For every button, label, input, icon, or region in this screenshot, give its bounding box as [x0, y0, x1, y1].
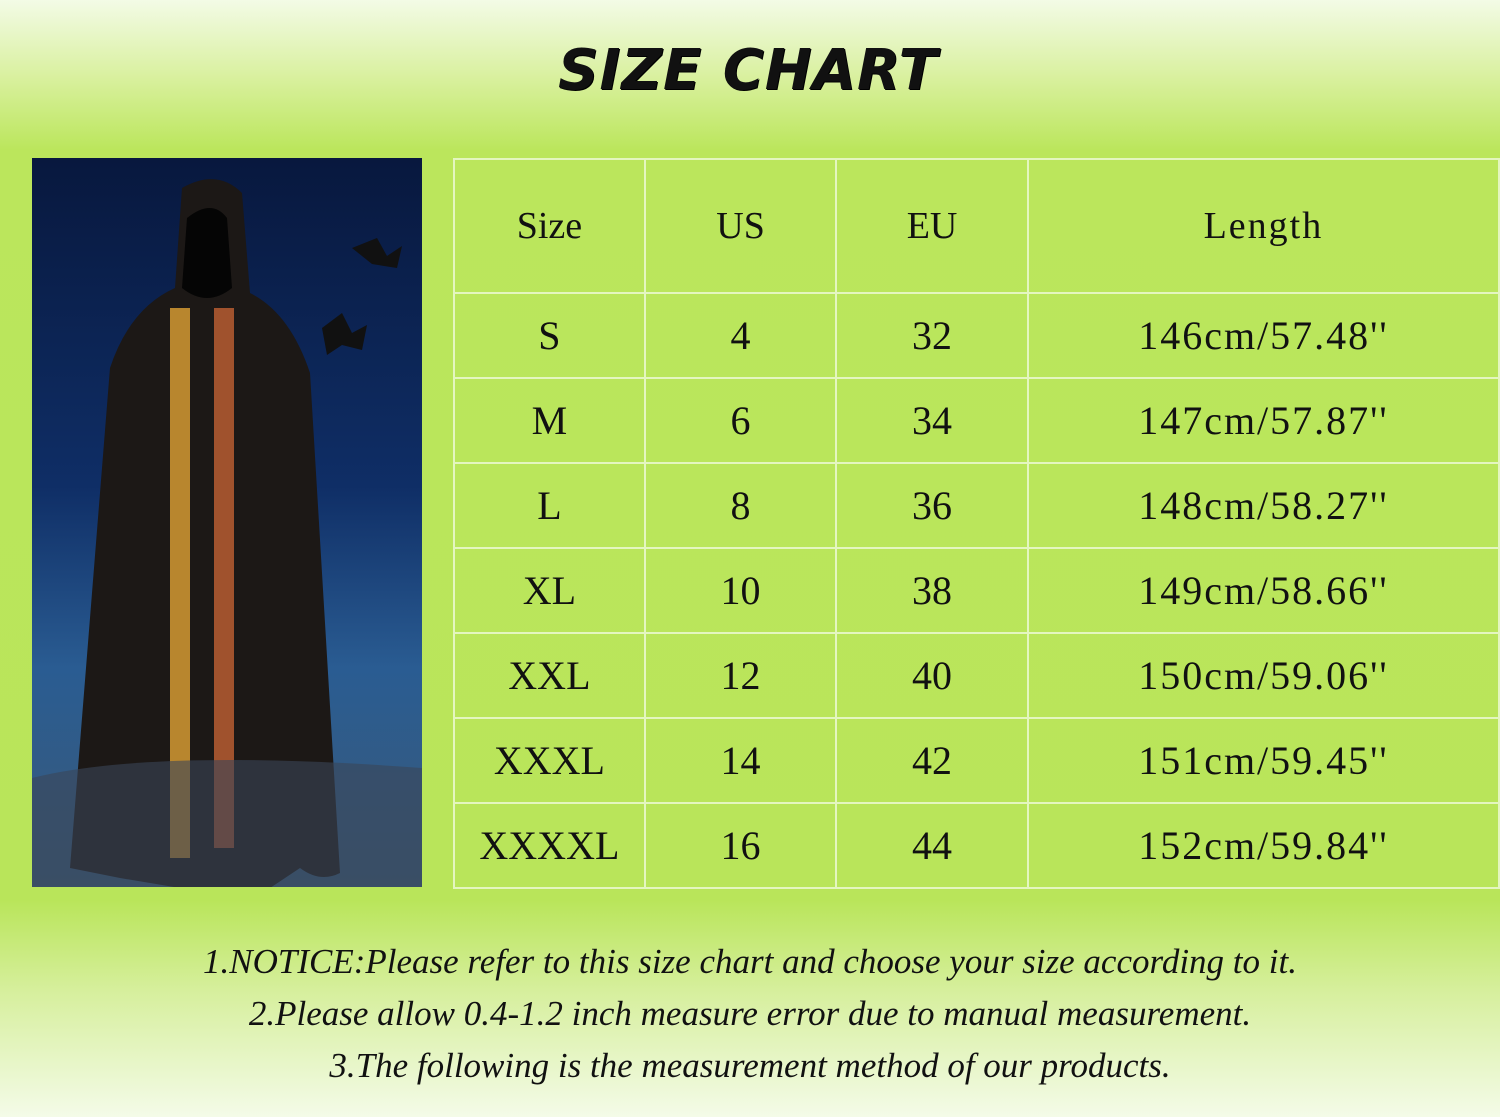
cell-eu: 42 [835, 717, 1029, 804]
header-us: US [643, 158, 838, 294]
cell-eu: 38 [835, 547, 1029, 634]
cell-eu: 36 [835, 462, 1029, 549]
cell-us: 14 [643, 717, 838, 804]
cell-length: 148cm/58.27'' [1026, 462, 1500, 549]
size-table: Size US EU Length S 4 32 146cm/57.48'' M 6 34… [453, 158, 1500, 889]
table-row: XXL 12 40 150cm/59.06'' [453, 632, 1500, 719]
cloak-trim-left [170, 308, 190, 858]
table-row: S 4 32 146cm/57.48'' [453, 292, 1500, 379]
cell-us: 10 [643, 547, 838, 634]
cloak-shape [70, 179, 340, 887]
table-row: M 6 34 147cm/57.87'' [453, 377, 1500, 464]
cell-length: 146cm/57.48'' [1026, 292, 1500, 379]
cloak-trim-right [214, 308, 234, 848]
hood-face [182, 208, 232, 298]
cell-eu: 40 [835, 632, 1029, 719]
cell-eu: 32 [835, 292, 1029, 379]
cell-size: S [453, 292, 646, 379]
cell-us: 16 [643, 802, 838, 889]
cell-size: XXL [453, 632, 646, 719]
cell-size: L [453, 462, 646, 549]
cell-length: 149cm/58.66'' [1026, 547, 1500, 634]
note-2: 2.Please allow 0.4-1.2 inch measure erro… [248, 994, 1252, 1033]
header-size: Size [453, 158, 646, 294]
cloak-photo [32, 158, 422, 887]
table-header-row: Size US EU Length [453, 158, 1500, 294]
table-row: XL 10 38 149cm/58.66'' [453, 547, 1500, 634]
cell-size: XXXL [453, 717, 646, 804]
bat-icon [352, 238, 402, 268]
cell-length: 150cm/59.06'' [1026, 632, 1500, 719]
size-chart-title: SIZE CHART [558, 38, 938, 103]
note-1: 1.NOTICE:Please refer to this size chart… [203, 942, 1297, 981]
header-length: Length [1026, 158, 1500, 294]
ground [32, 760, 422, 887]
table-row: XXXL 14 42 151cm/59.45'' [453, 717, 1500, 804]
header-eu: EU [835, 158, 1029, 294]
table-row: XXXXL 16 44 152cm/59.84'' [453, 802, 1500, 889]
cell-size: XXXXL [453, 802, 646, 889]
cell-us: 6 [643, 377, 838, 464]
bat-icon [322, 313, 367, 355]
cell-eu: 34 [835, 377, 1029, 464]
cell-size: XL [453, 547, 646, 634]
cell-us: 4 [643, 292, 838, 379]
cell-length: 151cm/59.45'' [1026, 717, 1500, 804]
cell-size: M [453, 377, 646, 464]
cell-length: 152cm/59.84'' [1026, 802, 1500, 889]
cell-us: 12 [643, 632, 838, 719]
note-3: 3.The following is the measurement metho… [329, 1046, 1171, 1085]
cell-eu: 44 [835, 802, 1029, 889]
table-row: L 8 36 148cm/58.27'' [453, 462, 1500, 549]
cell-us: 8 [643, 462, 838, 549]
cell-length: 147cm/57.87'' [1026, 377, 1500, 464]
